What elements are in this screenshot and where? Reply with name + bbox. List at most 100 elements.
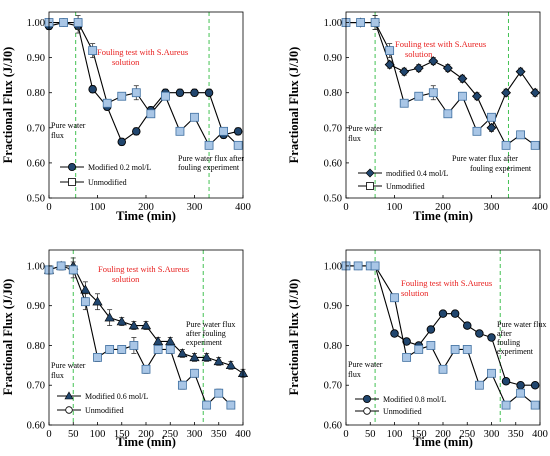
- data-point-series-2: [443, 109, 453, 119]
- legend-marker-series-1: [64, 391, 74, 400]
- annotation-fouling-line1: Fouling test with S.Aureus: [395, 39, 486, 49]
- data-point-series-2: [399, 98, 409, 108]
- data-point-series-2: [390, 293, 399, 303]
- data-point-series-2: [370, 261, 380, 271]
- x-tick-label: 50: [365, 429, 376, 440]
- data-point-series-2: [353, 261, 363, 271]
- annotation-after-line3: experiment: [186, 338, 223, 347]
- data-point-series-2: [117, 345, 127, 354]
- data-point-series-2: [219, 126, 229, 136]
- annotation-fouling-line2: solution: [405, 49, 433, 59]
- data-point-series-1: [515, 66, 526, 77]
- data-point-series-2: [190, 112, 199, 122]
- legend-label-series-2: Unmodified: [386, 182, 425, 191]
- panel-bottom-right: 0 50 100 150 200 250 300 350 400 0.60 0.70 0.80 0.90…: [287, 249, 548, 449]
- legend-marker-series-1: [362, 394, 371, 403]
- annotation-fouling-line1: Fouling test with S.Aureus: [97, 47, 188, 57]
- annotation-pure-line2: flux: [51, 131, 64, 140]
- y-tick-label: 0.90: [324, 53, 342, 64]
- data-point-series-1: [92, 296, 103, 306]
- annotation-pure-line1: Pure water: [348, 124, 383, 133]
- data-point-series-1: [426, 325, 436, 334]
- annotation-pure-line2: flux: [348, 134, 361, 143]
- data-point-series-2: [190, 368, 199, 378]
- data-point-series-2: [472, 126, 482, 136]
- data-point-series-2: [501, 400, 511, 410]
- x-tick-label: 100: [387, 202, 403, 213]
- x-axis-label: Time (min): [413, 435, 473, 449]
- annotation-after-line2: fouling experiment: [470, 164, 532, 173]
- data-point-series-2: [141, 364, 151, 374]
- data-point-series-2: [102, 98, 112, 108]
- legend: Modified 0.2 mol/L Unmodified: [60, 162, 151, 187]
- x-axis-label: Time (min): [116, 209, 176, 223]
- series-line-2: [48, 265, 232, 407]
- legend-marker-series-2: [68, 178, 76, 186]
- y-tick-label: 0.80: [324, 88, 342, 99]
- legend-label-series-1: Modified 0.8 mol/L: [383, 395, 446, 404]
- data-point-series-1: [438, 309, 448, 318]
- x-tick-label: 350: [508, 429, 524, 440]
- plot-data: [44, 12, 243, 198]
- data-point-series-1: [457, 73, 468, 84]
- series-line-2: [49, 21, 239, 147]
- data-point-series-2: [516, 130, 525, 140]
- y-tick-label: 0.50: [27, 194, 45, 205]
- data-point-series-2: [438, 364, 448, 374]
- annotation-after-line2: after: [497, 329, 512, 338]
- x-tick-label: 150: [114, 429, 130, 440]
- x-tick-label: 100: [90, 429, 106, 440]
- data-point-series-1: [177, 348, 188, 358]
- annotation-after-line1: Pure water flux: [497, 320, 546, 329]
- data-point-series-2: [457, 91, 467, 101]
- data-point-series-2: [450, 345, 460, 354]
- y-tick-label: 0.80: [324, 341, 342, 352]
- y-tick-label: 0.80: [27, 88, 45, 99]
- y-tick-label: 0.50: [324, 194, 342, 205]
- annotation-pure-line1: Pure water: [348, 360, 383, 369]
- x-tick-label: 350: [211, 429, 227, 440]
- data-point-series-1: [413, 63, 424, 74]
- data-point-series-2: [68, 265, 78, 275]
- data-point-series-2: [516, 388, 525, 398]
- data-point-series-1: [428, 56, 439, 67]
- data-point-series-2: [426, 341, 436, 350]
- y-tick-label: 1.00: [324, 261, 342, 272]
- data-point-series-1: [486, 122, 497, 133]
- legend-label-series-1: Modified 0.2 mol/L: [88, 163, 151, 172]
- y-tick-label: 0.60: [324, 158, 342, 169]
- data-point-series-2: [501, 140, 511, 150]
- data-point-series-2: [233, 140, 243, 150]
- y-tick-label: 1.00: [27, 261, 45, 272]
- x-tick-label: 200: [138, 429, 154, 440]
- y-tick-label: 0.70: [324, 381, 342, 392]
- x-axis-label: Time (min): [116, 435, 176, 449]
- data-point-series-2: [428, 88, 438, 98]
- annotation-pure-line2: flux: [348, 370, 361, 379]
- x-tick-label: 300: [484, 429, 500, 440]
- data-point-series-2: [402, 352, 412, 362]
- legend-label-series-2: Unmodified: [88, 178, 127, 187]
- x-tick-label: 200: [435, 202, 451, 213]
- data-point-series-1: [117, 137, 126, 147]
- data-point-series-1: [132, 127, 141, 136]
- data-point-series-1: [501, 377, 511, 386]
- x-tick-label: 200: [138, 202, 154, 213]
- x-tick-label: 300: [187, 202, 203, 213]
- legend-marker-series-2: [363, 407, 371, 415]
- legend-marker-series-2: [65, 406, 73, 414]
- data-point-series-1: [233, 127, 243, 136]
- annotation-after-line1: Pure water flux after: [178, 154, 244, 163]
- data-point-series-2: [129, 341, 139, 350]
- data-point-series-1: [516, 380, 525, 390]
- data-point-series-1: [487, 333, 496, 342]
- x-tick-label: 400: [235, 202, 251, 213]
- axis-ticks: 0 50 100 150 200 250 300 350 400 0.60 0.70 0.80 0.90…: [324, 261, 548, 440]
- x-tick-label: 300: [484, 202, 500, 213]
- annotation-pure-line1: Pure water: [51, 361, 86, 370]
- data-point-series-2: [414, 91, 424, 101]
- legend-marker-series-1: [365, 168, 375, 178]
- series-line-2: [346, 21, 536, 147]
- panel-bottom-left: 0 50 100 150 200 250 300 350 400 0.60 0.70 0.80 0.90…: [1, 249, 251, 449]
- data-point-series-2: [105, 345, 115, 354]
